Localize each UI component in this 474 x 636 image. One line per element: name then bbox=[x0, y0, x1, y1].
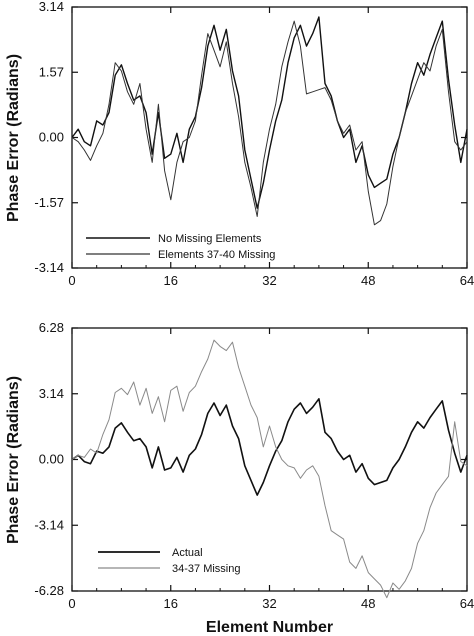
panel2-legend-label-1: Actual bbox=[172, 547, 203, 559]
panel2-x-axis-title: Element Number bbox=[206, 619, 333, 636]
panel1-series-1-line bbox=[71, 16, 468, 209]
panel1-y-tick-label: 1.57 bbox=[39, 64, 64, 79]
panel1-legend-label-1: No Missing Elements bbox=[158, 233, 262, 245]
panel2-x-tick-label: 16 bbox=[164, 596, 178, 611]
panel2-series-1-line bbox=[71, 397, 468, 496]
panel2-legend-label-2: 34-37 Missing bbox=[172, 563, 240, 575]
panel1-x-tick-label: 16 bbox=[164, 273, 178, 288]
panel2-y-tick-label: 3.14 bbox=[39, 386, 64, 401]
panel2-y-tick-label: -6.28 bbox=[34, 583, 64, 598]
panel2-x-tick-label: 64 bbox=[460, 596, 474, 611]
panel1-y-tick-label: -3.14 bbox=[34, 260, 64, 275]
panel1-legend-label-2: Elements 37-40 Missing bbox=[158, 249, 275, 261]
panel2-series-2-line bbox=[71, 339, 468, 599]
panel2-y-tick-label: 6.28 bbox=[39, 320, 64, 335]
panel1-y-tick-label: 0.00 bbox=[39, 130, 64, 145]
panel2-x-tick-label: 48 bbox=[361, 596, 375, 611]
panel1-y-tick-label: -1.57 bbox=[34, 195, 64, 210]
panel1-x-tick-label: 32 bbox=[262, 273, 276, 288]
panel1-y-tick-label: 3.14 bbox=[39, 0, 64, 14]
panel2-x-tick-label: 32 bbox=[262, 596, 276, 611]
panel2-y-axis-title: Phase Error (Radians) bbox=[5, 376, 22, 544]
panel2-y-tick-label: -3.14 bbox=[34, 517, 64, 532]
panel1-series-2-line bbox=[71, 20, 468, 226]
panel1-x-tick-label: 0 bbox=[68, 273, 75, 288]
panel1-x-tick-label: 64 bbox=[460, 273, 474, 288]
panel1-y-axis-title: Phase Error (Radians) bbox=[5, 54, 22, 222]
panel1-x-tick-label: 48 bbox=[361, 273, 375, 288]
panel2-x-tick-label: 0 bbox=[68, 596, 75, 611]
panel2-y-tick-label: 0.00 bbox=[39, 452, 64, 467]
panel1-plot-frame bbox=[71, 6, 468, 269]
